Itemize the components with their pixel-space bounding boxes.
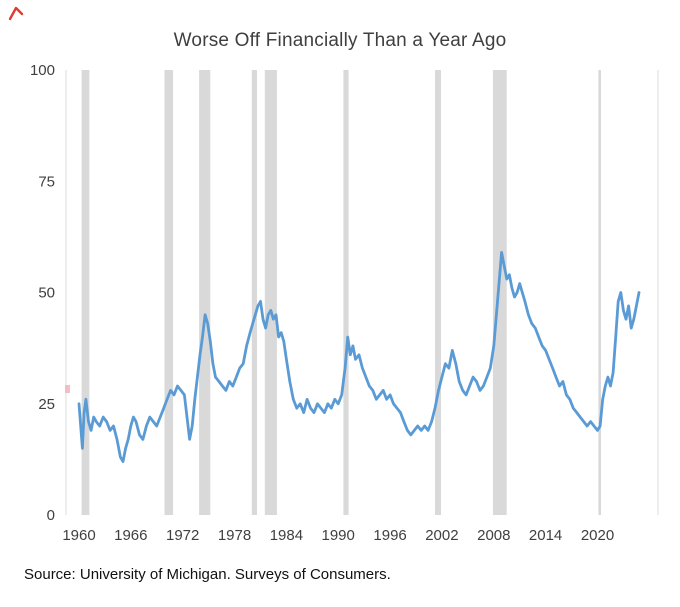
chart-title: Worse Off Financially Than a Year Ago: [173, 30, 507, 51]
x-tick-label: 2014: [529, 527, 562, 544]
x-tick-label: 1960: [62, 527, 95, 544]
x-tick-label: 2008: [477, 527, 510, 544]
y-tick-label: 0: [47, 507, 55, 524]
recession-band: [598, 70, 601, 515]
x-tick-label: 2020: [581, 527, 614, 544]
recession-band: [435, 70, 441, 515]
x-tick-label: 1966: [114, 527, 147, 544]
pink-artifact: [65, 385, 70, 393]
recession-band: [264, 70, 277, 515]
y-tick-label: 100: [30, 62, 55, 79]
recession-band: [492, 70, 507, 515]
recession-band: [199, 70, 211, 515]
data-line: [77, 250, 641, 464]
line-chart: 0 25 50 75 100 1960 1966 1972 1978 1984 1990 1996 20…: [30, 62, 659, 544]
y-tick-label: 50: [38, 285, 55, 302]
x-tick-label: 1984: [270, 527, 303, 544]
y-tick-label: 25: [38, 396, 55, 413]
x-tick-label: 1978: [218, 527, 251, 544]
x-tick-label: 2002: [425, 527, 458, 544]
x-tick-label: 1972: [166, 527, 199, 544]
x-tick-label: 1990: [322, 527, 355, 544]
red-scribble-mark: [8, 6, 24, 21]
recession-band: [251, 70, 257, 515]
source-caption: Source: University of Michigan. Surveys …: [24, 566, 391, 583]
recession-band: [81, 70, 90, 515]
recession-band: [164, 70, 174, 515]
y-tick-label: 75: [38, 173, 55, 190]
x-tick-label: 1996: [373, 527, 406, 544]
recession-band: [343, 70, 349, 515]
